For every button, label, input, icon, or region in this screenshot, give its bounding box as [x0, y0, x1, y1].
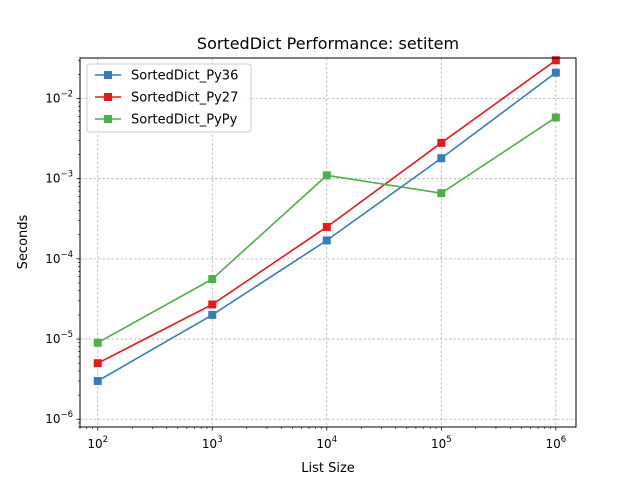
series-marker-1 — [437, 138, 446, 147]
series-marker-2 — [437, 189, 446, 198]
series-marker-1 — [93, 359, 102, 368]
y-tick-label: 10−3 — [45, 170, 73, 186]
y-tick-label: 10−5 — [45, 330, 73, 346]
legend-marker — [104, 93, 112, 101]
series-marker-2 — [93, 338, 102, 347]
y-axis-label: Seconds — [16, 214, 31, 269]
legend-marker — [104, 71, 112, 79]
legend: SortedDict_Py36 SortedDict_Py27 SortedDict… — [86, 63, 252, 133]
chart-title: SortedDict Performance: setitem — [197, 34, 459, 53]
y-tick-label: 10−2 — [45, 90, 73, 106]
series-marker-1 — [551, 56, 560, 65]
axes-frame — [79, 57, 577, 428]
x-tick-label: 106 — [545, 435, 566, 451]
x-tick-label: 102 — [87, 435, 108, 451]
legend-label: SortedDict_Py27 — [131, 91, 238, 106]
series-marker-2 — [551, 113, 560, 122]
series-marker-0 — [208, 310, 217, 319]
series-marker-1 — [322, 222, 331, 231]
series-marker-0 — [322, 236, 331, 245]
series-marker-1 — [208, 300, 217, 309]
legend-marker — [104, 115, 112, 123]
y-tick-label: 10−6 — [45, 410, 73, 426]
y-tick-label: 10−4 — [45, 250, 73, 266]
legend-label: SortedDict_PyPy — [131, 113, 238, 128]
x-tick-label: 103 — [202, 435, 223, 451]
ticks: 102 103 104 105 106 10−6 10−5 10−4 10−3 10−2 — [45, 59, 566, 451]
x-axis-label: List Size — [301, 461, 355, 476]
legend-box — [86, 63, 252, 133]
x-tick-label: 104 — [316, 435, 337, 451]
series-marker-0 — [551, 68, 560, 77]
plot-series — [93, 56, 560, 385]
series-marker-0 — [437, 154, 446, 163]
series-marker-2 — [322, 171, 331, 180]
series-marker-2 — [208, 275, 217, 284]
x-tick-label: 105 — [431, 435, 452, 451]
legend-label: SortedDict_Py36 — [131, 69, 238, 84]
series-marker-0 — [93, 376, 102, 385]
